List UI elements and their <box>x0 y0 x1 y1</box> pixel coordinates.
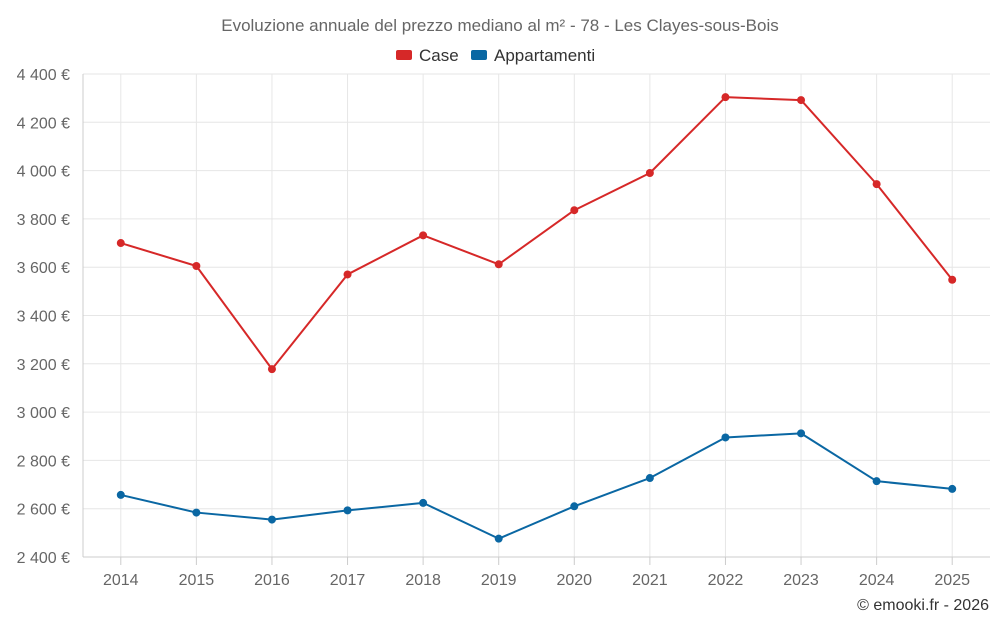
series-line-case <box>120 96 953 371</box>
data-point-case[interactable] <box>570 206 579 215</box>
y-tick-label: 3 400 € <box>17 309 70 326</box>
data-point-appartamenti[interactable] <box>948 484 957 493</box>
data-point-case[interactable] <box>721 93 730 102</box>
x-tick-label: 2015 <box>179 572 215 589</box>
data-point-appartamenti[interactable] <box>645 474 654 483</box>
y-tick-label: 3 600 € <box>17 260 70 277</box>
y-tick-label: 2 800 € <box>17 453 70 470</box>
data-point-case[interactable] <box>116 239 125 248</box>
y-tick-label: 4 400 € <box>17 67 70 84</box>
y-tick-label: 3 200 € <box>17 357 70 374</box>
data-point-appartamenti[interactable] <box>267 515 276 524</box>
legend-item-appartamenti[interactable]: Appartamenti <box>471 46 595 65</box>
legend[interactable]: Case Appartamenti <box>396 46 595 65</box>
x-tick-label: 2018 <box>405 572 441 589</box>
legend-item-case[interactable]: Case <box>396 46 459 65</box>
axes: 2 400 € 2 600 € 2 800 € 3 000 € 3 200 € 3 400… <box>17 67 990 589</box>
x-tick-label: 2021 <box>632 572 668 589</box>
y-tick-label: 2 400 € <box>17 550 70 567</box>
legend-label-appartamenti: Appartamenti <box>494 46 595 65</box>
data-point-case[interactable] <box>343 270 352 279</box>
legend-swatch-case <box>396 50 412 60</box>
y-tick-label: 4 000 € <box>17 164 70 181</box>
data-point-appartamenti[interactable] <box>872 477 881 486</box>
data-point-case[interactable] <box>419 231 428 240</box>
data-point-case[interactable] <box>797 96 806 105</box>
series-layer <box>116 93 957 543</box>
x-tick-label: 2014 <box>103 572 139 589</box>
data-point-case[interactable] <box>645 169 654 178</box>
data-point-appartamenti[interactable] <box>116 490 125 499</box>
legend-swatch-appartamenti <box>471 50 487 60</box>
data-point-case[interactable] <box>267 365 276 374</box>
grid <box>83 73 990 558</box>
x-tick-label: 2016 <box>254 572 290 589</box>
series-line-appartamenti <box>120 432 953 540</box>
y-tick-label: 4 200 € <box>17 115 70 132</box>
credit-text: © emooki.fr - 2026 <box>857 597 989 614</box>
data-point-case[interactable] <box>192 261 201 270</box>
x-tick-label: 2024 <box>859 572 895 589</box>
y-tick-label: 3 800 € <box>17 212 70 229</box>
data-point-appartamenti[interactable] <box>494 534 503 543</box>
chart-title: Evoluzione annuale del prezzo mediano al… <box>221 16 779 35</box>
data-point-case[interactable] <box>872 180 881 189</box>
data-point-case[interactable] <box>948 275 957 284</box>
data-point-appartamenti[interactable] <box>343 506 352 515</box>
data-point-appartamenti[interactable] <box>192 508 201 517</box>
y-tick-label: 3 000 € <box>17 405 70 422</box>
data-point-appartamenti[interactable] <box>570 502 579 511</box>
x-tick-label: 2022 <box>708 572 744 589</box>
data-point-appartamenti[interactable] <box>797 429 806 438</box>
data-point-appartamenti[interactable] <box>419 498 428 507</box>
x-tick-label: 2020 <box>556 572 592 589</box>
x-tick-label: 2023 <box>783 572 819 589</box>
legend-label-case: Case <box>419 46 459 65</box>
y-tick-label: 2 600 € <box>17 502 70 519</box>
data-point-appartamenti[interactable] <box>721 433 730 442</box>
x-tick-label: 2025 <box>934 572 970 589</box>
x-tick-label: 2019 <box>481 572 517 589</box>
data-point-case[interactable] <box>494 260 503 269</box>
x-tick-label: 2017 <box>330 572 366 589</box>
